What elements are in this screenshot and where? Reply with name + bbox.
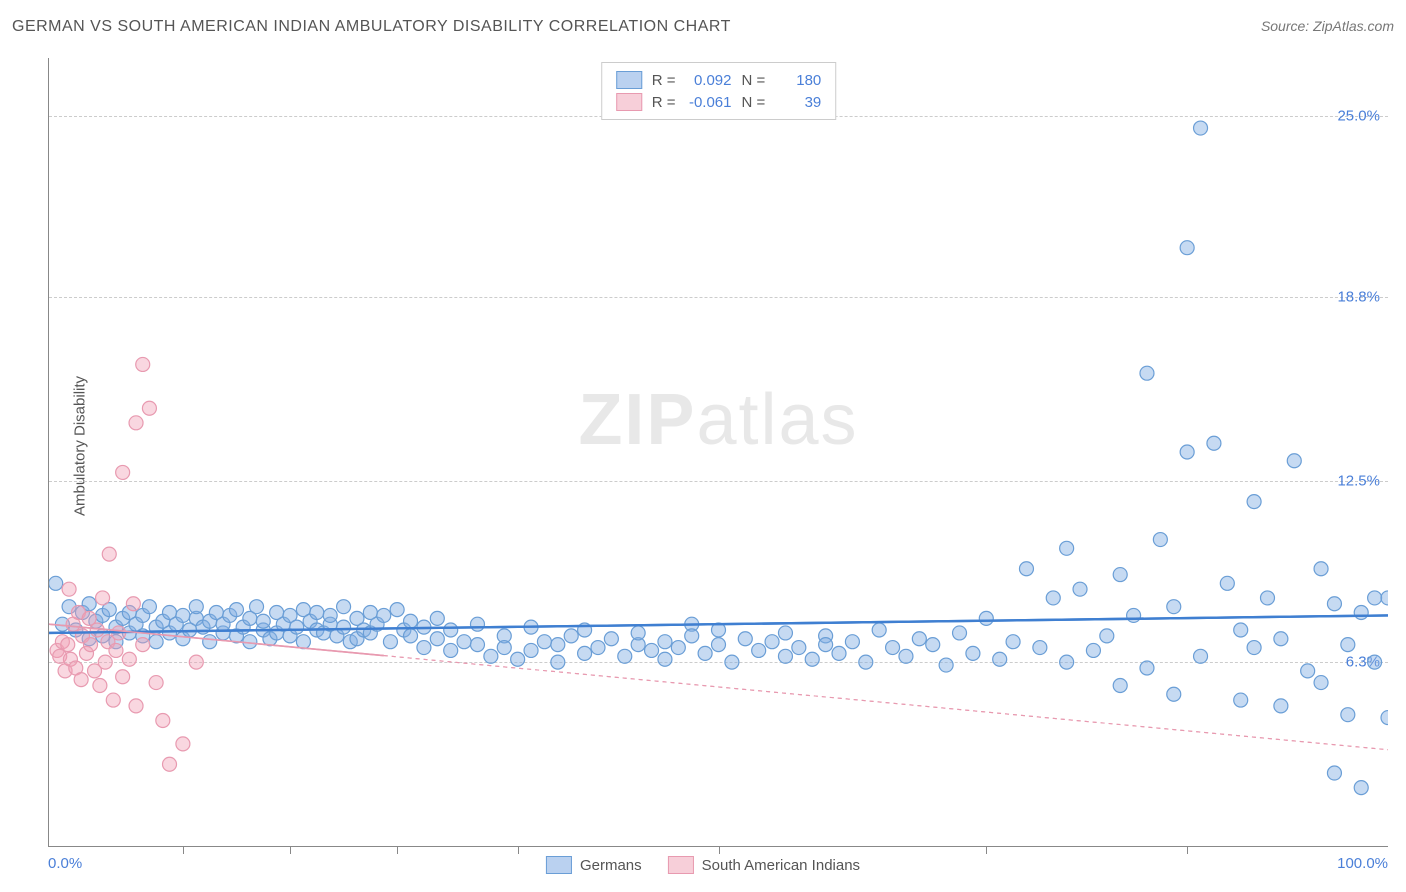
- legend-swatch-sai: [616, 93, 642, 111]
- legend-item-germans: Germans: [546, 856, 642, 874]
- n-stat: N =180: [742, 72, 822, 89]
- n-stat: N =39: [742, 94, 822, 111]
- stats-legend-row: R =0.092 N =180: [616, 69, 822, 91]
- legend-item-sai: South American Indians: [668, 856, 860, 874]
- stats-legend: R =0.092 N =180 R =-0.061 N =39: [601, 62, 837, 120]
- legend-swatch-icon: [668, 856, 694, 874]
- scatter-plot-svg: [49, 58, 1388, 846]
- series-legend: Germans South American Indians: [546, 856, 860, 874]
- r-stat: R =-0.061: [652, 94, 732, 111]
- legend-swatch-germans: [616, 71, 642, 89]
- legend-label: South American Indians: [702, 857, 860, 874]
- legend-swatch-icon: [546, 856, 572, 874]
- x-tick: [719, 846, 720, 854]
- legend-label: Germans: [580, 857, 642, 874]
- stats-legend-row: R =-0.061 N =39: [616, 91, 822, 113]
- chart-plot-area: ZIPatlas R =0.092 N =180 R =-0.061 N =39…: [48, 58, 1388, 847]
- x-tick-max: 100.0%: [1337, 855, 1388, 872]
- chart-header: GERMAN VS SOUTH AMERICAN INDIAN AMBULATO…: [12, 18, 1394, 48]
- x-tick: [183, 846, 184, 854]
- x-tick: [518, 846, 519, 854]
- x-tick-min: 0.0%: [48, 855, 82, 872]
- chart-title: GERMAN VS SOUTH AMERICAN INDIAN AMBULATO…: [12, 18, 731, 35]
- x-tick: [1187, 846, 1188, 854]
- source-attribution: Source: ZipAtlas.com: [1261, 18, 1394, 34]
- r-stat: R =0.092: [652, 72, 732, 89]
- x-tick: [397, 846, 398, 854]
- x-tick: [986, 846, 987, 854]
- x-tick: [290, 846, 291, 854]
